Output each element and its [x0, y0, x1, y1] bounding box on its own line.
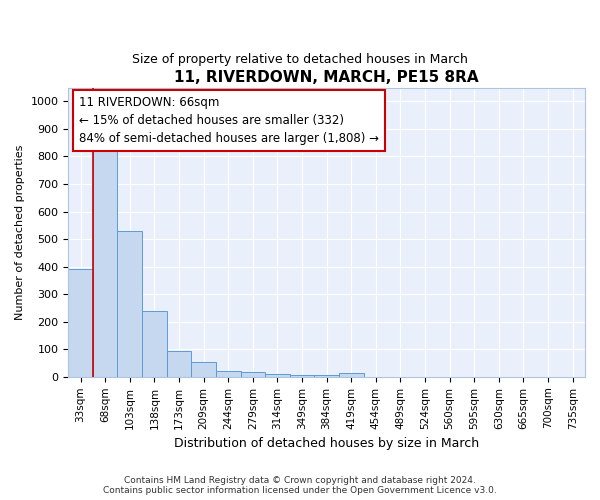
Bar [216, 371, 241, 377]
Bar [265, 374, 290, 377]
Bar [118, 231, 142, 377]
Text: Contains HM Land Registry data © Crown copyright and database right 2024.
Contai: Contains HM Land Registry data © Crown c… [103, 476, 497, 495]
Bar [241, 372, 265, 377]
Title: 11, RIVERDOWN, MARCH, PE15 8RA: 11, RIVERDOWN, MARCH, PE15 8RA [175, 70, 479, 85]
Bar [167, 350, 191, 377]
Text: 11 RIVERDOWN: 66sqm
← 15% of detached houses are smaller (332)
84% of semi-detac: 11 RIVERDOWN: 66sqm ← 15% of detached ho… [79, 96, 379, 145]
Bar [68, 270, 93, 377]
Bar [142, 310, 167, 377]
Bar [314, 376, 339, 377]
Bar [93, 148, 118, 377]
Bar [339, 373, 364, 377]
Bar [191, 362, 216, 377]
Text: Size of property relative to detached houses in March: Size of property relative to detached ho… [132, 52, 468, 66]
Y-axis label: Number of detached properties: Number of detached properties [15, 144, 25, 320]
Bar [290, 374, 314, 377]
X-axis label: Distribution of detached houses by size in March: Distribution of detached houses by size … [174, 437, 479, 450]
